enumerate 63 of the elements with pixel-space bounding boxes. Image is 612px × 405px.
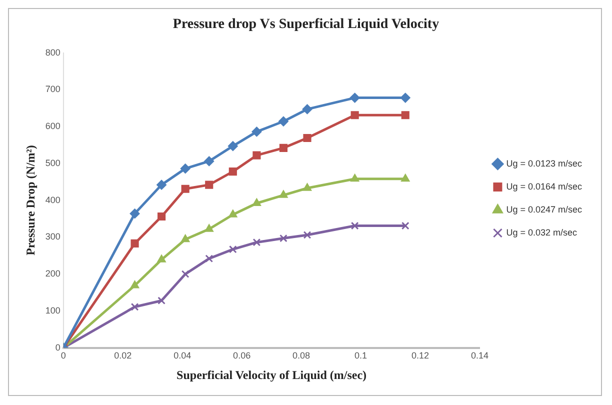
chart-title: Pressure drop Vs Superficial Liquid Velocity <box>172 17 440 32</box>
point <box>279 190 288 198</box>
point <box>228 245 237 254</box>
point <box>280 234 288 242</box>
point <box>180 164 190 174</box>
y-tick-label: 400 <box>45 194 60 205</box>
point <box>130 208 140 219</box>
y-tick-label: 800 <box>45 47 60 58</box>
point <box>401 222 410 230</box>
point <box>350 92 360 103</box>
point <box>130 302 139 311</box>
y-tick-label: 300 <box>45 232 60 242</box>
point <box>158 296 166 305</box>
point <box>130 239 139 248</box>
point <box>228 210 238 218</box>
point <box>350 222 359 230</box>
point <box>302 104 312 114</box>
y-tick-label: 100 <box>45 305 60 316</box>
point <box>180 234 190 242</box>
x-tick-label: 0.1 <box>354 350 368 361</box>
x-axis-title: Superficial Velocity of Liquid (m/sec) <box>176 368 367 382</box>
point <box>303 231 312 239</box>
point <box>350 174 360 182</box>
legend-label: Ug = 0.0164 m/sec <box>506 181 582 192</box>
point <box>205 254 214 262</box>
y-tick-label: 700 <box>45 84 60 94</box>
x-tick-label: 0.08 <box>292 350 310 361</box>
point <box>204 156 214 166</box>
point <box>204 224 214 232</box>
x-tick-label: 0.02 <box>114 350 132 361</box>
point <box>228 168 237 176</box>
y-tick-label: 500 <box>45 158 60 168</box>
point <box>400 92 410 103</box>
y-tick-label: 0 <box>55 342 60 352</box>
y-axis-title: Pressure Drop (N/m²) <box>23 145 38 256</box>
y-tick-label: 200 <box>45 268 60 279</box>
point <box>279 144 288 152</box>
legend-label: Ug = 0.0247 m/sec <box>506 204 582 214</box>
point <box>401 111 410 120</box>
x-tick-label: 0.14 <box>470 350 488 361</box>
y-tick-label: 600 <box>45 121 60 132</box>
point <box>303 134 312 142</box>
point <box>157 254 166 262</box>
point <box>252 126 262 137</box>
x-tick-label: 0.06 <box>233 350 251 361</box>
legend-label: Ug = 0.0123 m/sec <box>506 158 582 168</box>
point <box>181 270 190 278</box>
point <box>252 151 261 160</box>
point <box>252 198 262 206</box>
x-tick-label: 0.04 <box>174 350 192 361</box>
point <box>205 180 214 189</box>
point <box>252 238 261 246</box>
point <box>350 111 359 120</box>
point <box>130 280 140 288</box>
point <box>156 180 167 190</box>
point <box>302 183 312 191</box>
point <box>181 184 190 193</box>
point <box>278 116 288 126</box>
point <box>158 212 166 221</box>
x-tick-label: 0.12 <box>411 350 430 361</box>
point <box>228 141 238 152</box>
legend-label: Ug = 0.032 m/sec <box>506 227 578 238</box>
point <box>400 174 410 182</box>
